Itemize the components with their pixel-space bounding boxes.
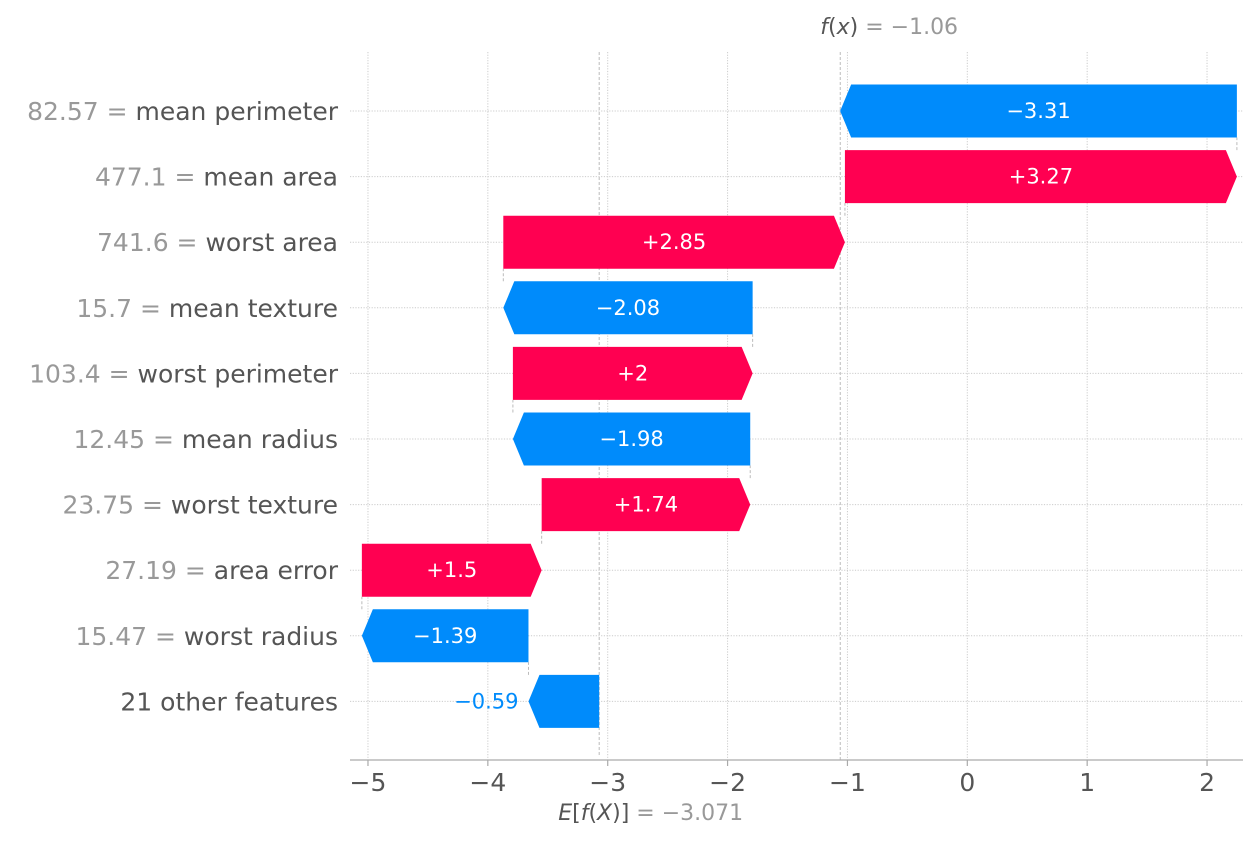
fx-arg: x [836, 15, 851, 40]
x-tick-label: 1 [1079, 768, 1095, 797]
contribution-label: −1.39 [413, 624, 477, 648]
feature-label: 15.7 = mean texture [76, 294, 338, 323]
feature-name: worst perimeter [138, 359, 339, 388]
feature-name: worst radius [184, 622, 338, 651]
waterfall-bar [512, 412, 751, 466]
labels-layer: −3.31 82.57 = mean perimeter +3.27 477.1 = … [27, 15, 1073, 826]
contribution-label: −0.59 [454, 689, 518, 713]
feature-label: 21 other features [120, 687, 338, 716]
waterfall-bar [512, 346, 753, 400]
x-tick-label: 0 [959, 768, 975, 797]
feature-label: 103.4 = worst perimeter [29, 359, 339, 388]
waterfall-bar [541, 478, 751, 532]
efx-value: = −3.071 [629, 801, 743, 826]
feature-value: 12.45 = [73, 425, 173, 454]
feature-name: worst texture [171, 491, 338, 520]
waterfall-bar [503, 215, 845, 269]
bracket: [ [572, 801, 581, 826]
feature-value: 27.19 = [105, 556, 205, 585]
feature-name: 21 other features [120, 687, 338, 716]
base-value-label: E[f(X)] = −3.071 [558, 801, 743, 826]
x-tick-label: 2 [1199, 768, 1215, 797]
waterfall-bar [840, 84, 1237, 138]
feature-value: 15.47 = [76, 622, 176, 651]
bracket: ] [621, 801, 630, 826]
x-tick-label: −2 [709, 768, 746, 797]
feature-name: mean area [203, 163, 338, 192]
feature-name: mean radius [182, 425, 338, 454]
contribution-label: −1.98 [599, 427, 663, 451]
fx-value: = −1.06 [858, 15, 958, 40]
waterfall-bar [528, 674, 600, 728]
x-tick-label: −1 [829, 768, 866, 797]
feature-value: 741.6 = [97, 228, 197, 257]
feature-label: 23.75 = worst texture [62, 491, 338, 520]
waterfall-bar [844, 150, 1237, 204]
output-value-label: f(x) = −1.06 [820, 15, 958, 40]
x-tick-label: −4 [469, 768, 506, 797]
x-tick-label: −3 [589, 768, 626, 797]
paren: ( [828, 15, 837, 40]
contribution-label: +1.5 [426, 558, 477, 582]
feature-label: 477.1 = mean area [95, 163, 338, 192]
feature-name: mean perimeter [135, 97, 338, 126]
contribution-label: +1.74 [614, 493, 678, 517]
feature-label: 12.45 = mean radius [73, 425, 338, 454]
feature-name: area error [214, 556, 339, 585]
efx-fn: f [581, 801, 592, 826]
feature-label: 27.19 = area error [105, 556, 338, 585]
feature-name: worst area [205, 228, 338, 257]
feature-name: mean texture [169, 294, 338, 323]
efx-e: E [558, 801, 572, 826]
efx-arg: X [596, 801, 613, 826]
feature-value: 477.1 = [95, 163, 195, 192]
contribution-label: +2 [617, 361, 648, 385]
waterfall-bar [503, 281, 753, 335]
fx-fn: f [820, 15, 831, 40]
feature-value: 82.57 = [27, 97, 127, 126]
feature-label: 82.57 = mean perimeter [27, 97, 339, 126]
contribution-label: −3.31 [1006, 99, 1070, 123]
contribution-label: +2.85 [642, 230, 706, 254]
waterfall-bar [361, 543, 542, 597]
feature-value: 15.7 = [76, 294, 161, 323]
x-tick-label: −5 [350, 768, 387, 797]
paren: ) [850, 15, 859, 40]
feature-label: 15.47 = worst radius [76, 622, 339, 651]
bracket: ) [612, 801, 621, 826]
x-axis: −5 −4 −3 −2 −1 0 1 2 [350, 759, 1243, 797]
feature-label: 741.6 = worst area [97, 228, 338, 257]
feature-value: 103.4 = [29, 359, 129, 388]
contribution-label: +3.27 [1009, 165, 1073, 189]
contribution-label: −2.08 [596, 296, 660, 320]
waterfall-bar [361, 609, 529, 663]
bars-layer [361, 84, 1237, 728]
feature-value: 23.75 = [62, 491, 162, 520]
bracket: ( [588, 801, 597, 826]
